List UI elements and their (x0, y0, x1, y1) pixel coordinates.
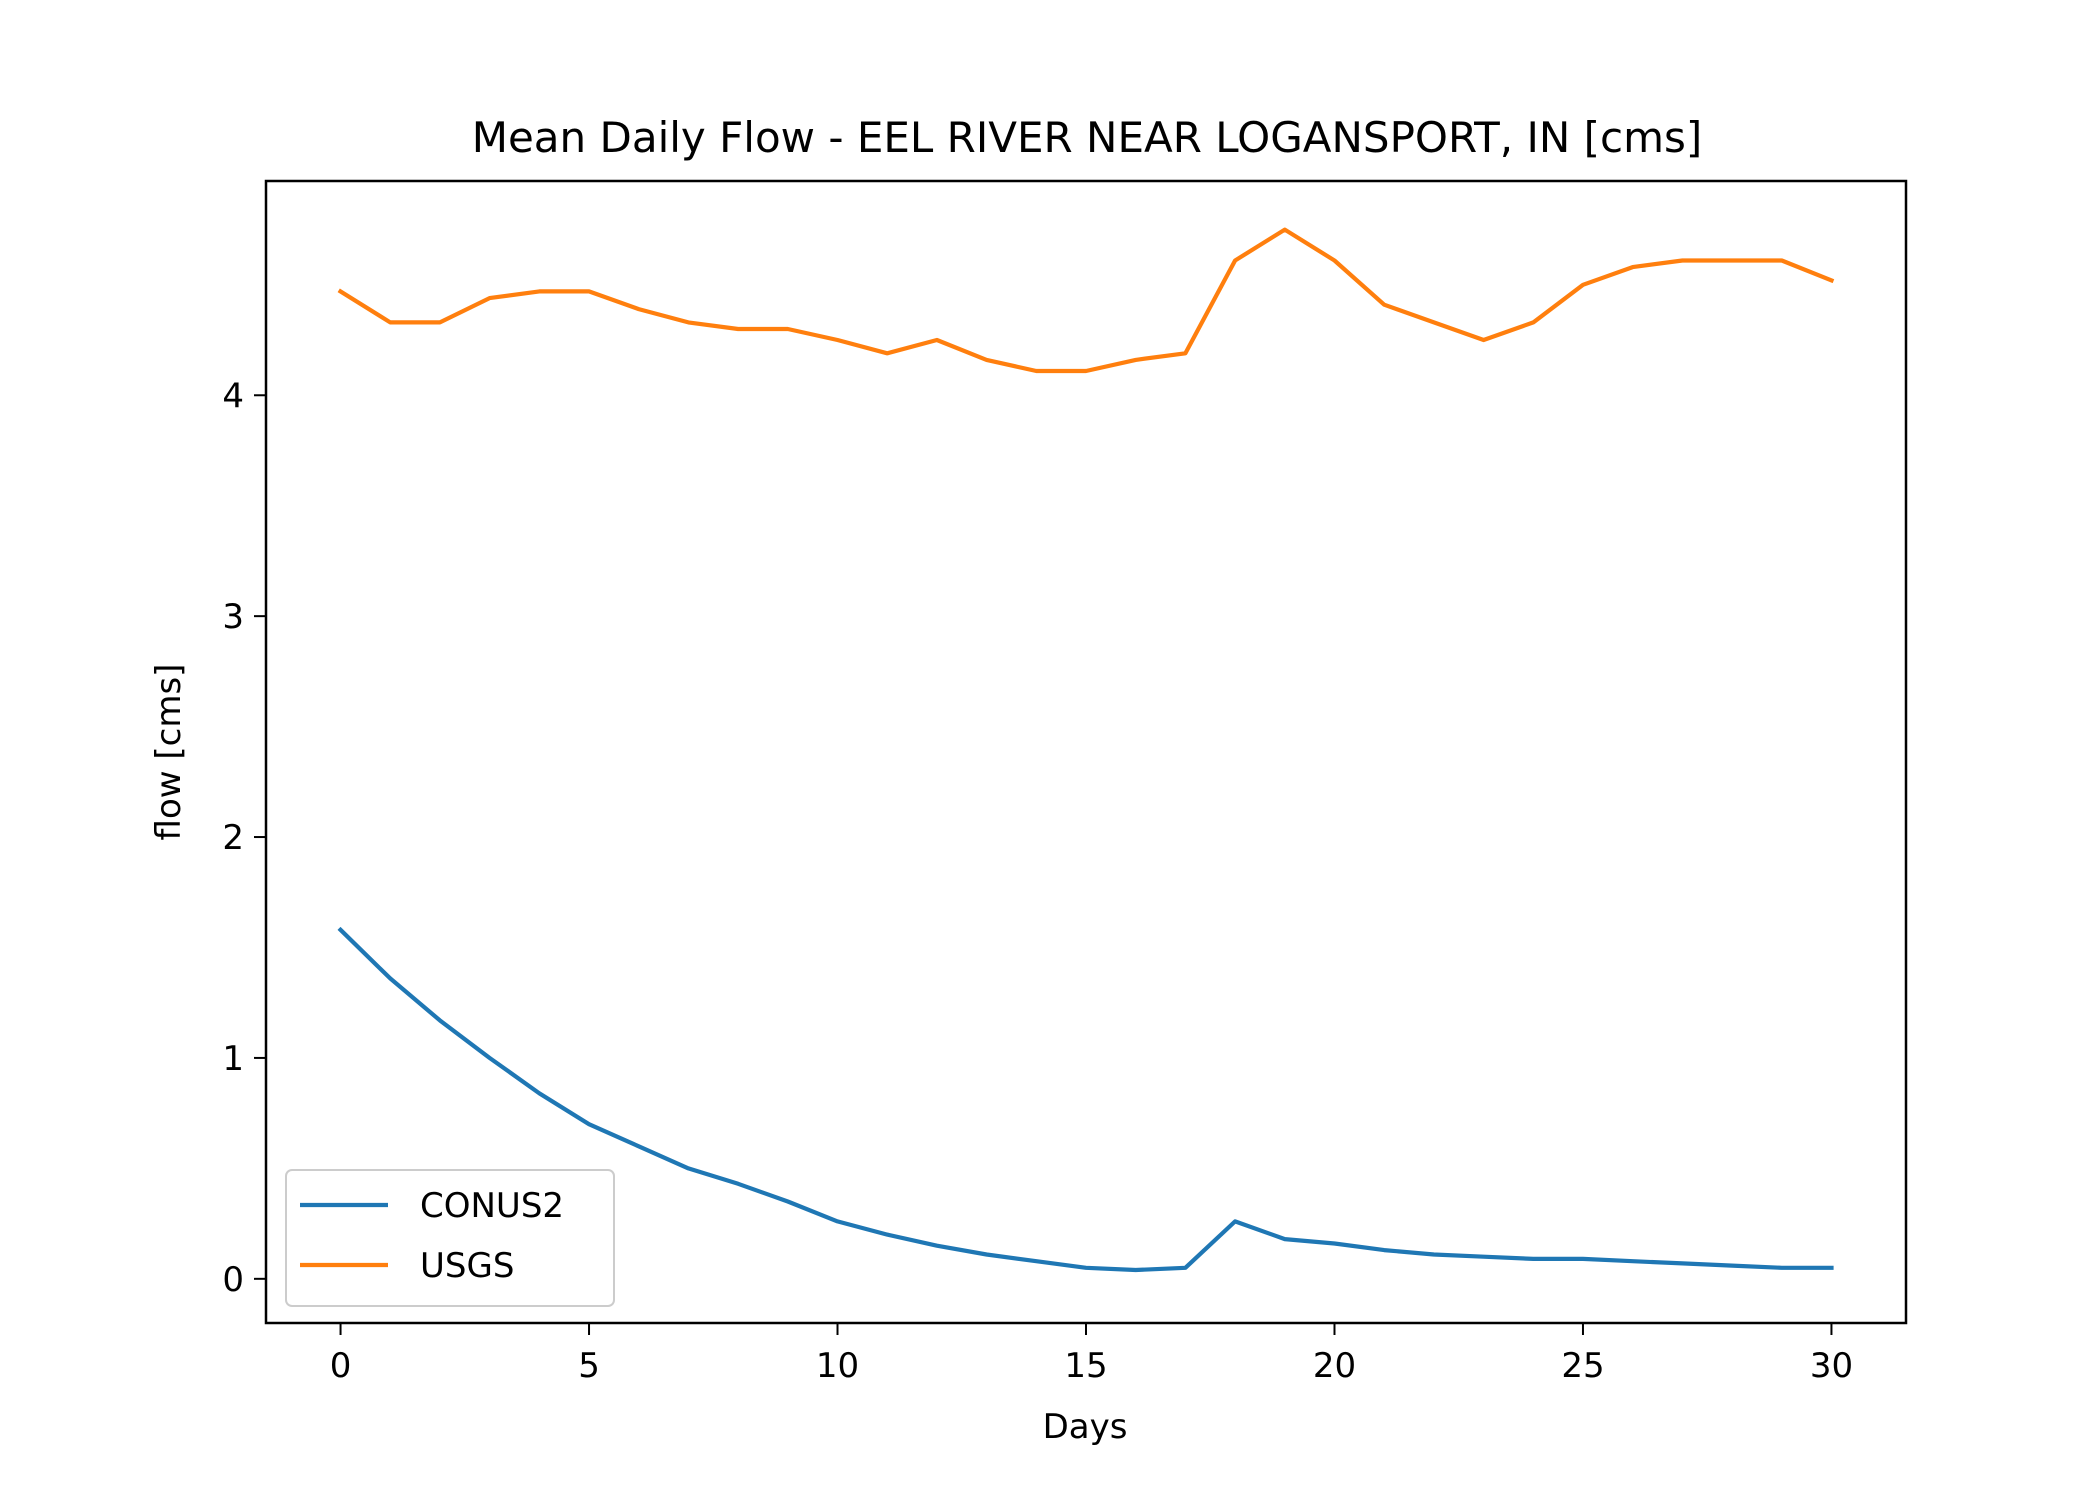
chart-title: Mean Daily Flow - EEL RIVER NEAR LOGANSP… (472, 113, 1703, 162)
x-axis-label: Days (1043, 1407, 1128, 1447)
plot-frame (264, 179, 1908, 1325)
legend: CONUS2 USGS (285, 1169, 615, 1307)
x-tick-label: 25 (1561, 1346, 1604, 1386)
legend-label-usgs: USGS (420, 1246, 514, 1286)
y-tick-label: 2 (222, 818, 244, 858)
y-axis-label: flow [cms] (149, 664, 189, 841)
series-line-conus2 (337, 926, 1834, 1273)
x-axis-ticks: 0 5 10 15 20 25 30 (330, 1323, 1853, 1386)
x-tick-label: 0 (330, 1346, 352, 1386)
y-tick-label: 0 (222, 1260, 244, 1300)
legend-label-conus2: CONUS2 (420, 1186, 564, 1226)
y-tick-label: 3 (222, 597, 244, 637)
y-tick-label: 1 (222, 1039, 244, 1079)
x-tick-label: 10 (816, 1346, 859, 1386)
series-layer (337, 227, 1835, 1273)
series-line-usgs (337, 227, 1835, 374)
y-tick-label: 4 (222, 376, 244, 416)
x-tick-label: 5 (578, 1346, 600, 1386)
x-tick-label: 20 (1313, 1346, 1356, 1386)
x-tick-label: 15 (1064, 1346, 1107, 1386)
x-tick-label: 30 (1810, 1346, 1853, 1386)
y-axis-ticks: 0 1 2 3 4 (222, 376, 266, 1300)
